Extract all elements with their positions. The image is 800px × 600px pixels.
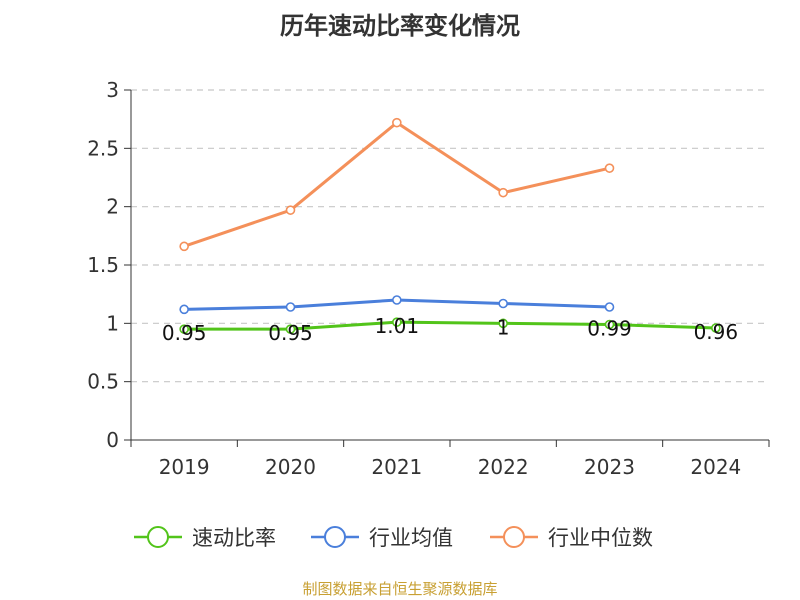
data-label: 0.96 — [694, 320, 739, 344]
legend[interactable]: 速动比率 行业均值 行业中位数 — [134, 526, 653, 550]
data-point — [285, 205, 296, 215]
y-tick-label: 2 — [106, 195, 119, 219]
legend-item[interactable]: 速动比率 — [134, 526, 276, 550]
data-label: 0.99 — [587, 317, 632, 341]
data-point — [711, 323, 721, 333]
data-label: 0.95 — [268, 321, 313, 345]
axes: 0 0.5 1 1.5 2 2.5 3 2019 2020 2021 2022 2023 2024 — [87, 78, 770, 479]
data-point — [498, 187, 508, 198]
series-2 — [179, 117, 615, 252]
source-note: 制图数据来自恒生聚源数据库 — [302, 580, 497, 598]
legend-item[interactable]: 行业均值 — [311, 526, 453, 550]
data-point — [285, 324, 296, 334]
legend-label: 行业均值 — [369, 526, 453, 550]
x-tick-label: 2019 — [159, 455, 210, 479]
data-label: 0.95 — [162, 321, 207, 345]
legend-marker — [324, 526, 346, 548]
y-tick-label: 0 — [106, 428, 119, 452]
series-line — [184, 320, 716, 331]
x-tick-label: 2023 — [584, 455, 635, 479]
x-tick-label: 2024 — [690, 455, 741, 479]
x-tick-label: 2022 — [478, 455, 529, 479]
series-line — [183, 121, 610, 248]
legend-label: 行业中位数 — [548, 526, 653, 550]
series-lines — [179, 117, 721, 334]
y-tick-label: 0.5 — [87, 370, 119, 394]
data-label: 1.01 — [375, 314, 420, 338]
data-point — [392, 317, 402, 327]
data-point — [498, 318, 508, 329]
legend-marker — [503, 526, 525, 548]
x-tick-label: 2021 — [371, 455, 422, 479]
y-tick-label: 1.5 — [87, 253, 119, 277]
data-point — [179, 304, 189, 315]
legend-label: 速动比率 — [192, 526, 276, 550]
data-point — [604, 319, 615, 330]
y-tick-label: 2.5 — [87, 136, 119, 160]
data-labels: 0.95 0.95 1.01 1 0.99 0.96 — [162, 314, 738, 345]
legend-item[interactable]: 行业中位数 — [490, 526, 653, 550]
y-tick-label: 3 — [106, 78, 119, 102]
data-point — [392, 117, 402, 128]
data-point — [604, 302, 615, 312]
y-tick-label: 1 — [106, 311, 119, 335]
data-label: 1 — [497, 315, 510, 339]
data-point — [498, 298, 508, 309]
legend-marker — [147, 526, 169, 548]
data-point — [604, 163, 615, 173]
grid-lines — [131, 89, 769, 383]
data-point — [179, 241, 189, 252]
chart-title: 历年速动比率变化情况 — [280, 12, 520, 40]
series-0 — [179, 317, 721, 334]
data-point — [179, 324, 189, 334]
x-tick-label: 2020 — [265, 455, 316, 479]
data-point — [392, 295, 402, 305]
data-point — [285, 302, 296, 312]
series-1 — [179, 295, 615, 315]
